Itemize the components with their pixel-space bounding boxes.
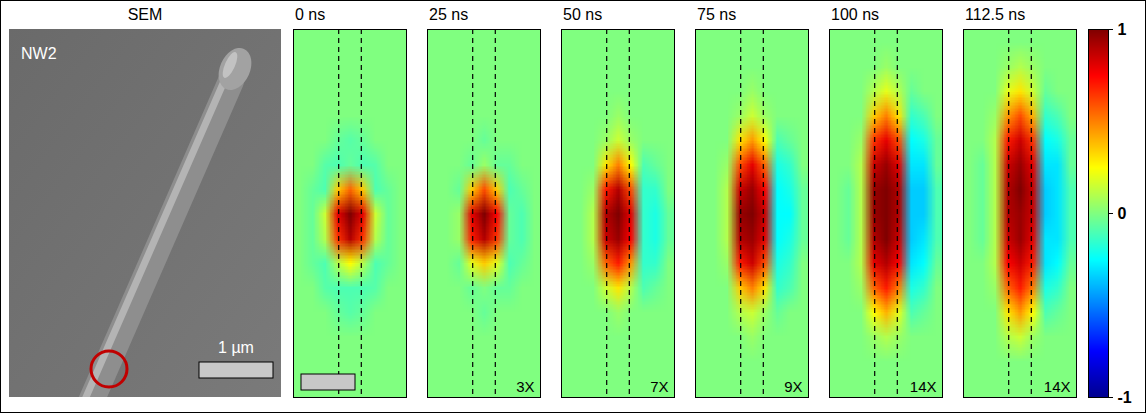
- svg-text:14X: 14X: [910, 378, 937, 395]
- html-text:25 ns: 25 ns: [429, 6, 469, 23]
- svg-text:1 µm: 1 µm: [218, 339, 254, 356]
- svg-text:14X: 14X: [1044, 378, 1071, 395]
- html-text:0 ns: 0 ns: [295, 6, 326, 23]
- html-text:100 ns: 100 ns: [831, 6, 879, 23]
- html-text:50 ns: 50 ns: [563, 6, 603, 23]
- html-text:112.5 ns: 112.5 ns: [965, 6, 1026, 23]
- svg-text:3X: 3X: [516, 378, 534, 395]
- svg-text:9X: 9X: [784, 378, 802, 395]
- html-text:75 ns: 75 ns: [697, 6, 737, 23]
- html-text:SEM: SEM: [127, 6, 163, 23]
- svg-text:-1: -1: [1118, 389, 1132, 406]
- svg-text:1: 1: [1118, 21, 1127, 38]
- svg-text:7X: 7X: [650, 378, 668, 395]
- svg-text:0: 0: [1118, 205, 1127, 222]
- svg-text:NW2: NW2: [21, 45, 57, 62]
